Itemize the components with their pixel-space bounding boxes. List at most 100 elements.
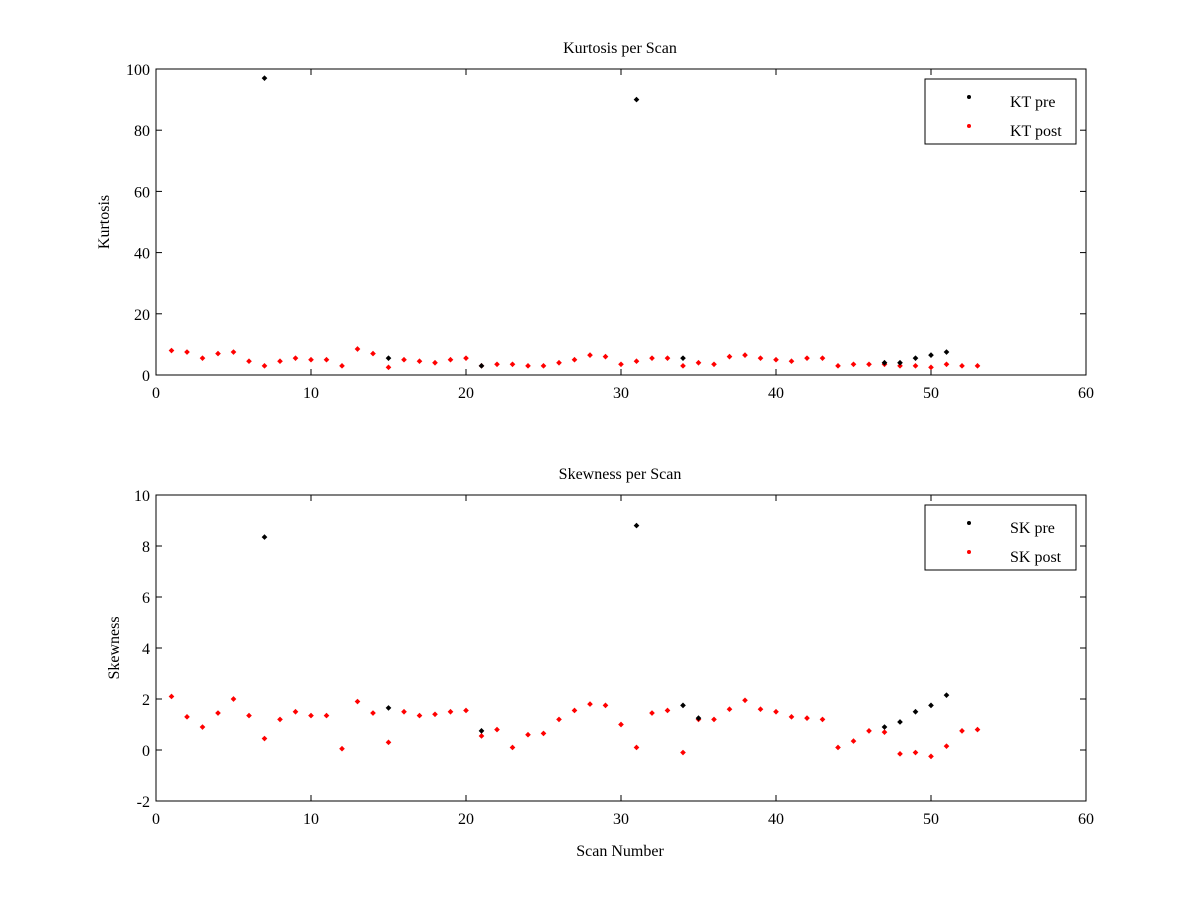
skewness-point-sk-post-scan-18 [432, 711, 438, 718]
skewness-point-sk-post-scan-47 [881, 729, 888, 735]
kurtosis-point-kt-post-scan-37 [726, 353, 733, 360]
skewness-point-sk-post-scan-53 [974, 726, 981, 733]
skewness-x-tick-label-50: 50 [923, 811, 939, 828]
skewness-point-sk-post-scan-22 [494, 726, 500, 733]
skewness-x-tick-label-30: 30 [613, 811, 629, 828]
skewness-point-sk-post-scan-49 [912, 749, 919, 756]
kurtosis-x-tick-label-30: 30 [613, 385, 629, 402]
kurtosis-point-kt-post-scan-2 [184, 349, 190, 355]
kurtosis-point-kt-pre-scan-51 [943, 349, 950, 355]
kurtosis-point-kt-pre-scan-15 [385, 355, 392, 361]
kurtosis-point-kt-post-scan-16 [401, 356, 407, 363]
skewness-point-sk-post-scan-51 [943, 743, 950, 750]
kurtosis-point-kt-post-scan-52 [959, 362, 965, 369]
skewness-point-sk-post-scan-37 [726, 706, 733, 713]
skewness-point-sk-post-scan-44 [835, 744, 841, 751]
skewness-point-sk-post-scan-14 [370, 710, 376, 716]
skewness-x-tick-label-40: 40 [768, 811, 784, 828]
skewness-point-sk-post-scan-12 [339, 745, 345, 752]
skewness-point-sk-post-scan-21 [478, 733, 485, 739]
kurtosis-point-kt-pre-scan-49 [912, 355, 919, 361]
skewness-y-tick-label-2: 2 [142, 692, 150, 709]
skewness-data-points [168, 522, 981, 760]
skewness-point-sk-post-scan-30 [618, 721, 624, 728]
kurtosis-point-kt-post-scan-17 [416, 358, 423, 365]
kurtosis-x-tick-label-60: 60 [1078, 385, 1094, 402]
skewness-point-sk-post-scan-4 [215, 710, 221, 716]
kurtosis-x-tick-label-50: 50 [923, 385, 939, 402]
kurtosis-point-kt-pre-scan-21 [478, 362, 485, 369]
kurtosis-point-kt-post-scan-4 [215, 350, 221, 357]
skewness-legend-label-sk-post: SK post [1010, 549, 1062, 566]
kurtosis-y-axis-label: Kurtosis [96, 195, 113, 249]
kurtosis-point-kt-post-scan-34 [680, 362, 686, 369]
skewness-x-tick-label-60: 60 [1078, 811, 1094, 828]
kurtosis-ticks: 0 10 20 30 40 50 60 0 20 40 60 80 100 [126, 62, 1094, 402]
kurtosis-point-kt-post-scan-53 [974, 362, 981, 369]
kurtosis-point-kt-post-scan-3 [199, 355, 206, 361]
kurtosis-legend-box [924, 78, 1077, 145]
skewness-point-sk-post-scan-45 [850, 738, 857, 744]
kurtosis-point-kt-post-scan-13 [354, 346, 361, 352]
skewness-point-sk-post-scan-43 [819, 716, 826, 723]
kurtosis-point-kt-post-scan-25 [540, 362, 547, 369]
kurtosis-point-kt-post-scan-41 [788, 358, 795, 365]
skewness-point-sk-post-scan-10 [308, 712, 314, 719]
skewness-point-sk-post-scan-1 [168, 693, 175, 700]
kurtosis-point-kt-post-scan-8 [277, 358, 283, 365]
skewness-point-sk-post-scan-11 [323, 712, 330, 719]
skewness-point-sk-post-scan-20 [463, 707, 469, 714]
skewness-y-tick-label-6: 6 [142, 590, 150, 607]
skewness-point-sk-pre-scan-50 [928, 702, 934, 709]
skewness-point-sk-post-scan-28 [587, 701, 593, 707]
skewness-legend-marker-sk-pre [967, 521, 971, 525]
skewness-point-sk-pre-scan-48 [897, 719, 903, 725]
skewness-legend-box [924, 504, 1077, 571]
skewness-point-sk-pre-scan-35 [695, 715, 702, 721]
skewness-point-sk-post-scan-29 [602, 702, 609, 709]
kurtosis-point-kt-post-scan-42 [804, 355, 810, 361]
kurtosis-point-kt-post-scan-33 [664, 355, 671, 361]
kurtosis-point-kt-pre-scan-34 [680, 355, 686, 361]
skewness-y-tick-label--2: -2 [137, 794, 150, 811]
kurtosis-legend-label-kt-pre: KT pre [1010, 94, 1055, 111]
skewness-point-sk-post-scan-38 [742, 697, 748, 704]
kurtosis-point-kt-post-scan-11 [323, 356, 330, 363]
kurtosis-point-kt-post-scan-48 [897, 362, 903, 369]
skewness-point-sk-post-scan-46 [866, 728, 872, 734]
kurtosis-point-kt-post-scan-31 [633, 358, 640, 365]
skewness-y-tick-label-10: 10 [134, 488, 150, 505]
skewness-y-axis-label: Skewness [106, 616, 123, 679]
kurtosis-point-kt-post-scan-51 [943, 361, 950, 368]
skewness-x-tick-label-0: 0 [152, 811, 160, 828]
kurtosis-point-kt-post-scan-12 [339, 362, 345, 369]
skewness-point-sk-post-scan-23 [509, 744, 516, 751]
kurtosis-x-tick-label-20: 20 [458, 385, 474, 402]
skewness-point-sk-post-scan-17 [416, 712, 423, 719]
kurtosis-chart-title: Kurtosis per Scan [563, 40, 677, 57]
skewness-point-sk-post-scan-26 [556, 716, 562, 723]
kurtosis-point-kt-post-scan-44 [835, 362, 841, 369]
skewness-point-sk-post-scan-5 [230, 696, 237, 702]
kurtosis-point-kt-post-scan-22 [494, 361, 500, 368]
kurtosis-point-kt-pre-scan-31 [633, 96, 640, 103]
kurtosis-legend-marker-kt-pre [967, 95, 971, 99]
skewness-point-sk-pre-scan-21 [478, 728, 485, 734]
kurtosis-point-kt-pre-scan-7 [261, 75, 268, 82]
kurtosis-point-kt-post-scan-10 [308, 356, 314, 363]
skewness-x-axis-label: Scan Number [576, 843, 664, 860]
skewness-x-tick-label-10: 10 [303, 811, 319, 828]
skewness-point-sk-pre-scan-7 [261, 534, 268, 540]
skewness-point-sk-post-scan-52 [959, 728, 965, 734]
kurtosis-y-tick-label-80: 80 [134, 123, 150, 140]
skewness-point-sk-post-scan-41 [788, 714, 795, 720]
skewness-point-sk-post-scan-16 [401, 708, 407, 715]
kurtosis-point-kt-post-scan-32 [649, 355, 655, 361]
kurtosis-point-kt-post-scan-19 [447, 356, 454, 363]
kurtosis-point-kt-post-scan-24 [525, 362, 531, 369]
skewness-point-sk-post-scan-34 [680, 749, 686, 756]
kurtosis-point-kt-pre-scan-48 [897, 359, 903, 366]
kurtosis-point-kt-post-scan-38 [742, 352, 748, 358]
